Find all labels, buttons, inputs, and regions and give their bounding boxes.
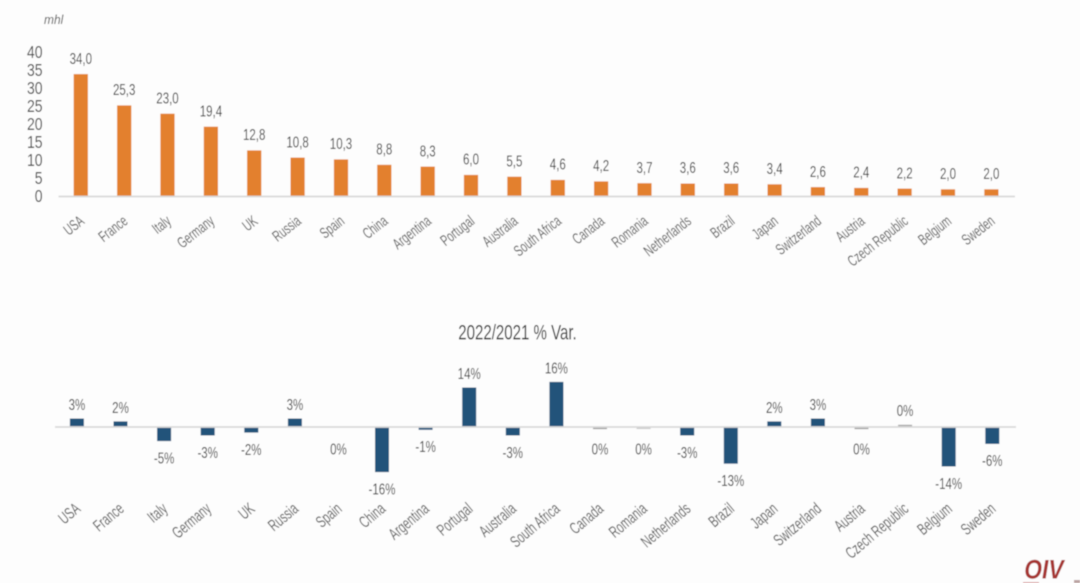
- svg-text:-2%: -2%: [241, 440, 261, 458]
- svg-text:-3%: -3%: [677, 443, 697, 461]
- svg-text:10,8: 10,8: [286, 132, 309, 150]
- svg-text:2%: 2%: [112, 398, 129, 416]
- svg-text:2022/2021 % Var.: 2022/2021 % Var.: [458, 320, 576, 344]
- svg-text:25: 25: [27, 98, 43, 117]
- svg-text:-16%: -16%: [369, 479, 396, 497]
- svg-text:12,8: 12,8: [243, 125, 266, 143]
- svg-text:20: 20: [27, 116, 43, 135]
- svg-text:3%: 3%: [69, 395, 86, 413]
- svg-text:10: 10: [27, 152, 43, 171]
- svg-text:5: 5: [35, 170, 43, 189]
- svg-text:3,7: 3,7: [636, 158, 652, 176]
- svg-text:2,0: 2,0: [983, 164, 999, 182]
- svg-text:8,3: 8,3: [420, 141, 436, 159]
- svg-text:2,4: 2,4: [853, 163, 869, 181]
- svg-text:8,8: 8,8: [376, 140, 392, 158]
- svg-text:-5%: -5%: [154, 448, 174, 466]
- svg-text:4,2: 4,2: [593, 156, 609, 174]
- svg-text:0: 0: [35, 188, 43, 207]
- svg-text:3%: 3%: [287, 395, 304, 413]
- svg-text:14%: 14%: [458, 364, 481, 382]
- svg-text:4,6: 4,6: [550, 155, 566, 173]
- svg-text:10,3: 10,3: [330, 134, 353, 152]
- svg-text:34,0: 34,0: [70, 49, 93, 67]
- svg-text:19,4: 19,4: [200, 101, 223, 119]
- svg-text:-3%: -3%: [503, 443, 523, 461]
- svg-text:0%: 0%: [635, 439, 652, 457]
- svg-text:OIV: OIV: [1024, 555, 1065, 583]
- svg-text:6,0: 6,0: [463, 150, 479, 168]
- svg-text:3%: 3%: [810, 395, 827, 413]
- svg-text:30: 30: [27, 80, 43, 99]
- svg-text:3,6: 3,6: [680, 158, 696, 176]
- svg-text:2%: 2%: [766, 398, 783, 416]
- svg-text:2,6: 2,6: [810, 162, 826, 180]
- svg-text:2,0: 2,0: [940, 164, 956, 182]
- svg-text:-3%: -3%: [197, 443, 217, 461]
- svg-text:3,6: 3,6: [723, 158, 739, 176]
- svg-text:-14%: -14%: [935, 474, 962, 492]
- svg-text:2,2: 2,2: [897, 163, 913, 181]
- svg-text:40: 40: [27, 44, 43, 63]
- svg-text:-6%: -6%: [982, 451, 1002, 469]
- svg-text:16%: 16%: [545, 358, 568, 376]
- svg-text:0%: 0%: [330, 439, 347, 457]
- svg-text:0%: 0%: [592, 439, 609, 457]
- svg-text:mhl: mhl: [44, 13, 64, 28]
- svg-text:23,0: 23,0: [156, 88, 179, 106]
- svg-text:5,5: 5,5: [506, 151, 522, 169]
- svg-text:15: 15: [27, 134, 43, 153]
- svg-text:-1%: -1%: [415, 437, 435, 455]
- svg-text:25,3: 25,3: [113, 80, 136, 98]
- svg-text:-13%: -13%: [717, 471, 744, 489]
- svg-text:3,4: 3,4: [767, 159, 783, 177]
- svg-text:0%: 0%: [853, 439, 870, 457]
- svg-text:35: 35: [27, 62, 43, 81]
- svg-text:0%: 0%: [897, 401, 914, 419]
